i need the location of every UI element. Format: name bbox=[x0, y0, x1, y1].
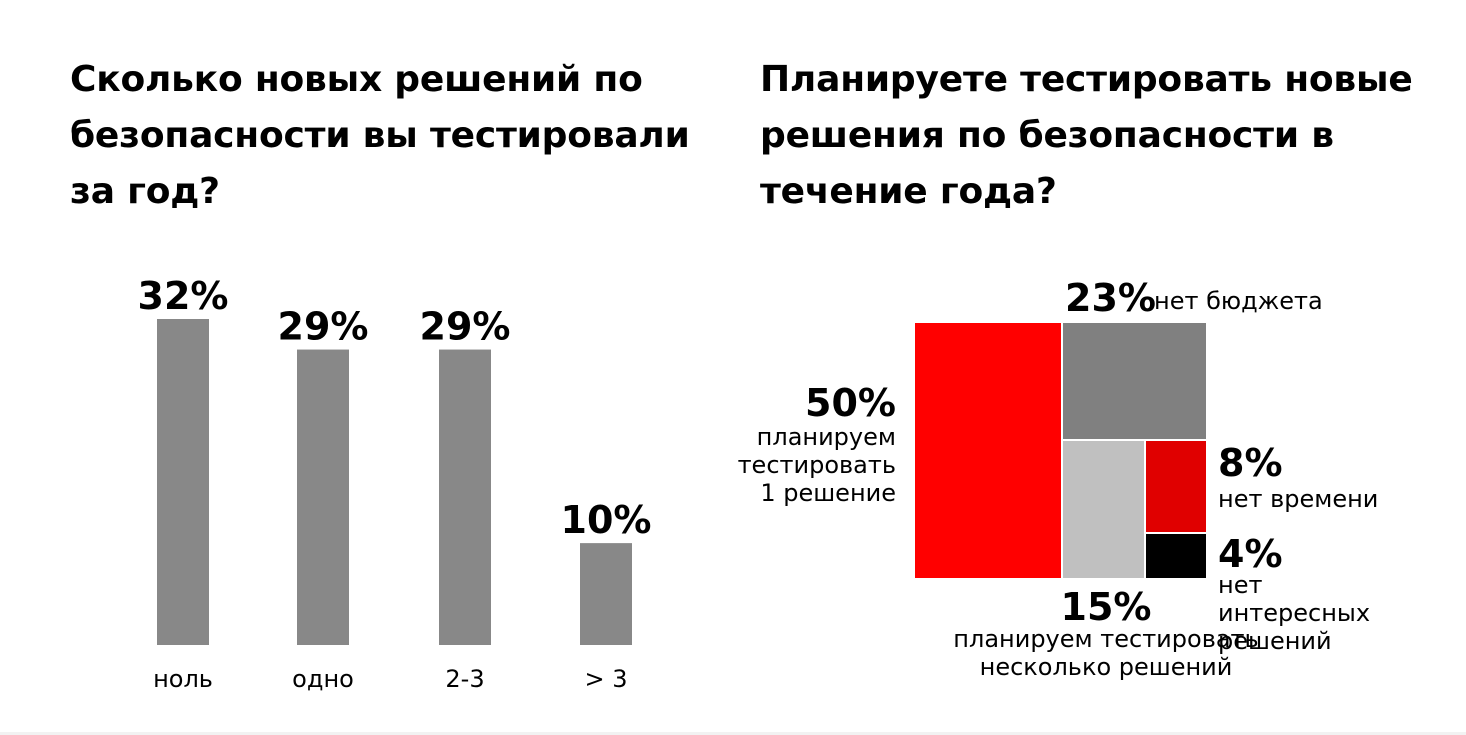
bar-value-label: 29% bbox=[420, 305, 511, 349]
treemap-category-label: нет bbox=[1218, 571, 1262, 599]
bar-category-label: > 3 bbox=[584, 665, 627, 693]
treemap-value-label: 8% bbox=[1218, 441, 1283, 485]
treemap-cell-1 bbox=[1063, 323, 1206, 439]
bar-2 bbox=[439, 349, 491, 645]
bar-1 bbox=[297, 349, 349, 645]
treemap-category-label: планируем тестировать bbox=[953, 625, 1258, 653]
treemap-category-label: нет времени bbox=[1218, 485, 1378, 513]
treemap-category-label: 1 решение bbox=[760, 479, 896, 507]
bar-category-label: ноль bbox=[153, 665, 213, 693]
bar-category-label: 2-3 bbox=[445, 665, 484, 693]
treemap-category-label: интересных bbox=[1218, 599, 1370, 627]
bar-value-label: 29% bbox=[278, 305, 369, 349]
bar-0 bbox=[157, 319, 209, 645]
bar-3 bbox=[580, 543, 632, 645]
left-title-line-1: Сколько новых решений по bbox=[70, 59, 643, 100]
treemap-category-label: нет бюджета bbox=[1154, 287, 1323, 315]
bar-value-label: 32% bbox=[138, 274, 229, 318]
treemap-value-label: 4% bbox=[1218, 532, 1283, 576]
treemap-cell-3 bbox=[1146, 441, 1206, 532]
treemap-cell-2 bbox=[1063, 441, 1144, 578]
right-title-line-3: течение года? bbox=[760, 171, 1057, 212]
left-title-line-3: за год? bbox=[70, 171, 220, 212]
treemap-cell-4 bbox=[1146, 534, 1206, 578]
treemap-cell-0 bbox=[915, 323, 1061, 578]
bottom-divider bbox=[0, 732, 1466, 735]
treemap-category-label: несколько решений bbox=[980, 653, 1233, 681]
left-chart-title: Сколько новых решений по безопасности вы… bbox=[70, 52, 710, 220]
treemap-category-label: планируем bbox=[757, 423, 896, 451]
right-chart-title: Планируете тестировать новые решения по … bbox=[760, 52, 1440, 220]
treemap-category-label: решений bbox=[1218, 627, 1332, 655]
treemap-category-label: тестировать bbox=[738, 451, 896, 479]
left-title-line-2: безопасности вы тестировали bbox=[70, 115, 690, 156]
bar-value-label: 10% bbox=[561, 498, 652, 542]
treemap-value-label: 23% bbox=[1065, 276, 1156, 320]
right-title-line-2: решения по безопасности в bbox=[760, 115, 1334, 156]
bar-category-label: одно bbox=[292, 665, 354, 693]
treemap-value-label: 15% bbox=[1061, 585, 1152, 629]
right-title-line-1: Планируете тестировать новые bbox=[760, 59, 1413, 100]
treemap-value-label: 50% bbox=[805, 381, 896, 425]
